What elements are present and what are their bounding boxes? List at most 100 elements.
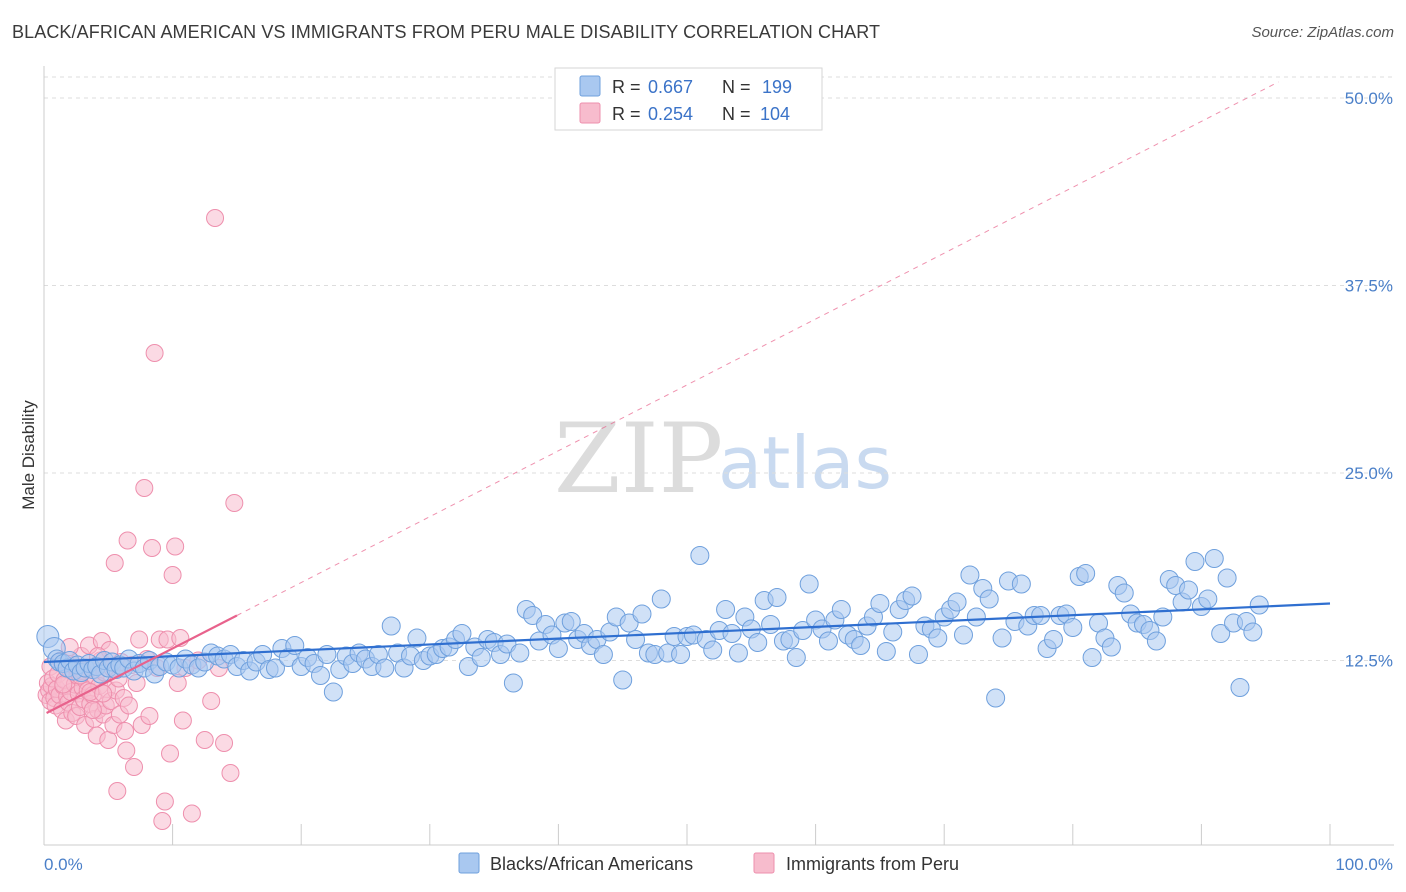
point-black [876, 642, 896, 661]
point-peru [202, 692, 221, 710]
trend-line-peru [46, 614, 238, 714]
point-black [928, 628, 948, 648]
trend-extension-peru [236, 81, 1279, 616]
point-black [986, 688, 1006, 708]
series-legend-label-black: Blacks/African Americans [490, 854, 693, 874]
point-peru [225, 494, 244, 512]
point-black [407, 628, 427, 648]
point-black [786, 648, 806, 667]
series-legend: Blacks/African Americans Immigrants from… [458, 852, 959, 874]
y-tick-label: 37.5% [1345, 277, 1393, 296]
point-black [1146, 631, 1166, 651]
legend-swatch-black [579, 75, 601, 97]
point-black [632, 604, 652, 624]
y-tick-label: 50.0% [1345, 89, 1393, 108]
point-peru [99, 731, 118, 749]
point-black [1179, 580, 1199, 600]
point-black [1204, 549, 1224, 568]
point-black [1063, 618, 1083, 637]
point-peru [125, 758, 144, 776]
point-black [1211, 624, 1231, 643]
point-black [503, 673, 523, 693]
point-black [1101, 637, 1121, 657]
point-black [651, 589, 671, 609]
point-black [1044, 630, 1064, 649]
point-black [626, 630, 646, 649]
point-black [1230, 678, 1250, 697]
point-peru [221, 764, 240, 782]
point-black [310, 666, 330, 685]
point-peru [108, 782, 127, 800]
x-tick-label: 100.0% [1335, 855, 1393, 874]
point-black [902, 586, 922, 606]
point-black [1217, 568, 1237, 588]
point-peru [118, 531, 137, 550]
point-black [761, 615, 781, 634]
point-black [265, 658, 285, 678]
point-black [671, 645, 691, 664]
series-legend-swatch-black [458, 852, 480, 874]
point-peru [140, 707, 159, 725]
point-peru [155, 792, 174, 811]
point-black [1249, 595, 1269, 615]
point-black [1198, 589, 1218, 609]
point-black [799, 574, 819, 594]
trend-line-black [43, 602, 1331, 664]
y-tick-label: 12.5% [1345, 652, 1393, 671]
point-black [510, 643, 530, 663]
correlation-legend: R = 0.667 N = 199 R = 0.254 N = 104 [554, 67, 823, 131]
point-black [613, 670, 633, 690]
point-black [748, 633, 768, 652]
point-peru [166, 537, 185, 556]
point-black [471, 648, 491, 667]
legend-r-value-black: 0.667 [648, 77, 693, 97]
point-peru [116, 722, 135, 740]
point-black [722, 624, 742, 643]
source-label: Source: ZipAtlas.com [1251, 24, 1394, 41]
x-tick-label: 0.0% [44, 855, 83, 874]
legend-r-label-black: R = [612, 77, 641, 97]
point-black [818, 631, 838, 651]
point-black [851, 636, 871, 655]
point-black [1076, 564, 1096, 583]
point-peru [161, 744, 180, 763]
series-legend-label-peru: Immigrants from Peru [786, 854, 959, 874]
point-peru [143, 539, 162, 557]
point-black [831, 600, 851, 619]
tick-labels: 12.5% 25.0% 37.5% 50.0% 0.0% 100.0% [44, 89, 1393, 874]
y-tick-label: 25.0% [1345, 464, 1393, 483]
point-peru [182, 804, 201, 823]
point-black [452, 624, 472, 643]
trend-lines [43, 81, 1331, 714]
point-black [375, 658, 395, 678]
point-black [966, 607, 986, 627]
chart-title: BLACK/AFRICAN AMERICAN VS IMMIGRANTS FRO… [12, 22, 881, 42]
series-legend-swatch-peru [753, 852, 775, 874]
point-black [979, 589, 999, 609]
point-peru [153, 812, 172, 830]
point-black [1011, 574, 1031, 594]
point-peru [173, 711, 192, 730]
point-black [703, 640, 723, 660]
point-black [1185, 552, 1205, 571]
point-black [690, 546, 710, 565]
series-black-points [36, 546, 1269, 708]
point-black [323, 682, 343, 702]
point-black [548, 639, 568, 658]
point-peru [163, 566, 182, 584]
point-peru [105, 554, 124, 572]
legend-r-label-peru: R = [612, 104, 641, 124]
legend-n-value-black: 199 [762, 77, 792, 97]
legend-n-label-peru: N = [722, 104, 751, 124]
point-black [960, 565, 980, 585]
axes [43, 66, 1394, 846]
point-black [728, 643, 748, 663]
point-black [1082, 648, 1102, 667]
point-peru [215, 734, 234, 752]
point-black [947, 592, 967, 612]
point-peru [195, 731, 214, 749]
legend-n-value-peru: 104 [760, 104, 790, 124]
legend-swatch-peru [579, 102, 601, 124]
point-black [1243, 622, 1263, 642]
